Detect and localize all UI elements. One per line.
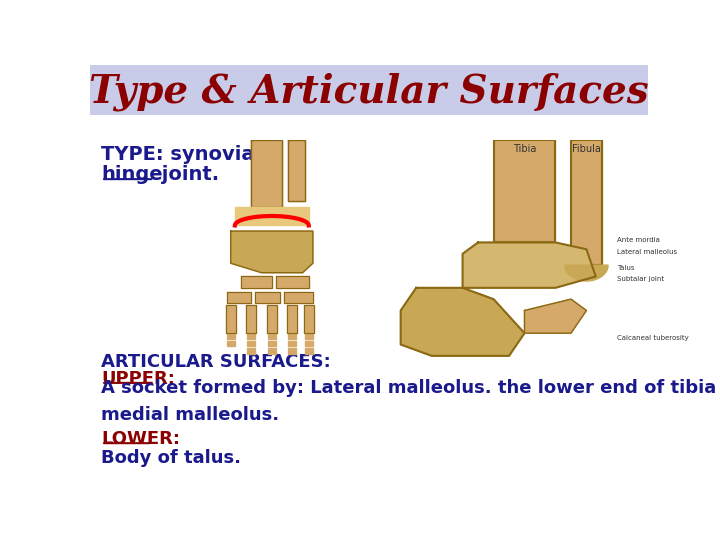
Text: joint.: joint. <box>156 165 220 185</box>
Polygon shape <box>276 276 309 288</box>
Polygon shape <box>268 333 276 339</box>
Text: TYPE: synovial,: TYPE: synovial, <box>101 145 269 164</box>
Polygon shape <box>230 231 313 273</box>
Polygon shape <box>241 276 272 288</box>
Text: LOWER:: LOWER: <box>101 430 180 448</box>
Text: Fibula: Fibula <box>572 144 601 154</box>
Polygon shape <box>571 140 602 265</box>
Polygon shape <box>304 305 314 333</box>
Text: Type & Articular Surfaces: Type & Articular Surfaces <box>89 72 649 111</box>
Polygon shape <box>227 292 251 303</box>
Polygon shape <box>235 206 309 226</box>
Text: Calcaneal tuberosity: Calcaneal tuberosity <box>618 335 689 341</box>
Polygon shape <box>256 292 280 303</box>
Text: Body of talus.: Body of talus. <box>101 449 241 467</box>
Polygon shape <box>247 333 256 339</box>
Polygon shape <box>288 333 297 339</box>
Polygon shape <box>227 333 235 339</box>
Polygon shape <box>225 305 236 333</box>
Text: hinge: hinge <box>101 165 163 185</box>
Polygon shape <box>564 265 608 281</box>
Polygon shape <box>288 341 297 347</box>
Polygon shape <box>525 299 587 333</box>
Text: ARTICULAR SURFACES:: ARTICULAR SURFACES: <box>101 353 331 371</box>
Polygon shape <box>284 292 313 303</box>
Polygon shape <box>401 288 525 356</box>
Text: UPPER:: UPPER: <box>101 370 175 388</box>
Text: Lateral malleolus: Lateral malleolus <box>618 249 678 255</box>
Polygon shape <box>288 140 305 201</box>
Polygon shape <box>268 348 276 354</box>
Polygon shape <box>463 242 595 288</box>
Polygon shape <box>268 341 276 347</box>
Polygon shape <box>287 305 297 333</box>
Polygon shape <box>251 140 282 206</box>
Polygon shape <box>494 140 556 242</box>
Polygon shape <box>247 341 256 347</box>
Polygon shape <box>247 348 256 354</box>
Text: Tibia: Tibia <box>513 144 536 154</box>
Polygon shape <box>246 305 256 333</box>
Polygon shape <box>288 348 297 354</box>
Polygon shape <box>305 341 313 347</box>
Polygon shape <box>305 333 313 339</box>
Text: Talus: Talus <box>618 265 635 271</box>
Text: Subtalar joint: Subtalar joint <box>618 276 665 282</box>
Polygon shape <box>227 341 235 347</box>
FancyBboxPatch shape <box>90 65 648 114</box>
Polygon shape <box>305 348 313 354</box>
Text: A socket formed by: Lateral malleolus. the lower end of tibia &
medial malleolus: A socket formed by: Lateral malleolus. t… <box>101 380 720 424</box>
Text: Ante mordia: Ante mordia <box>618 238 660 244</box>
Polygon shape <box>266 305 277 333</box>
